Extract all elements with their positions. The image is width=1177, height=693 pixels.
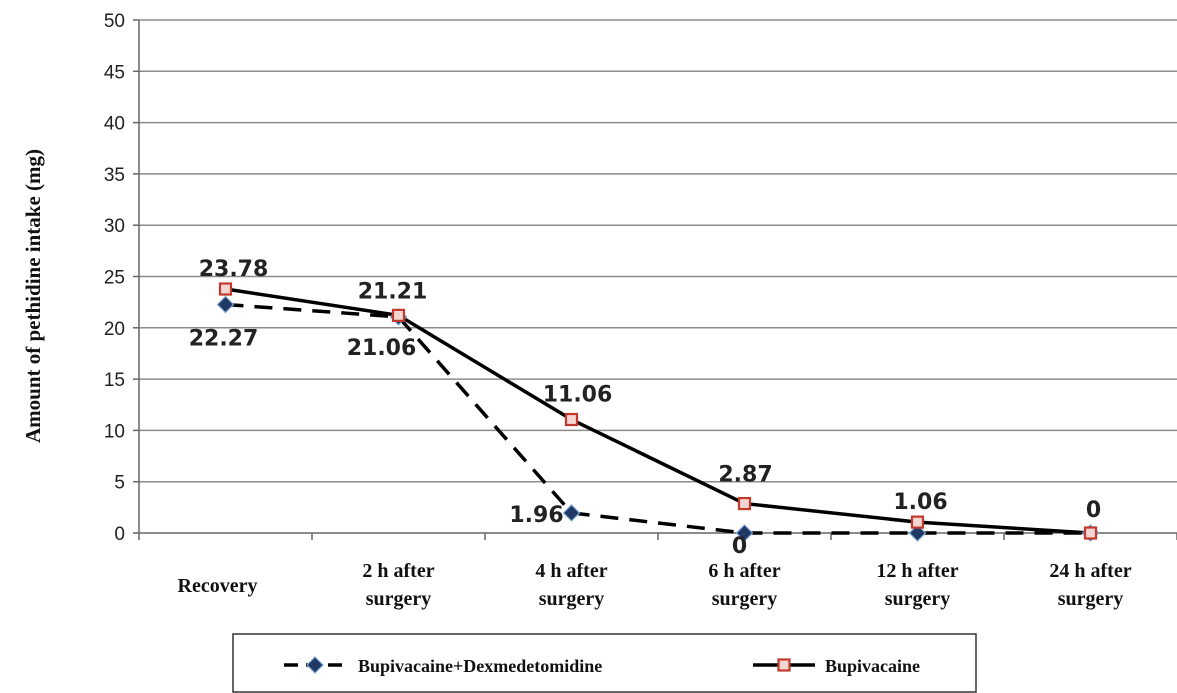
data-label: 21.21 — [358, 279, 428, 304]
legend-marker-diamond — [306, 656, 324, 674]
x-tick-label: surgery — [1058, 588, 1124, 610]
data-point-square — [1083, 526, 1098, 540]
y-tick-label: 0 — [114, 524, 125, 545]
y-tick-label: 10 — [104, 421, 125, 442]
data-label: 22.27 — [189, 327, 259, 352]
data-point-diamond — [216, 295, 235, 314]
data-label: 1.06 — [893, 490, 947, 515]
y-tick-label: 5 — [114, 473, 125, 494]
data-point-diamond — [735, 524, 754, 542]
x-tick-label: 6 h after — [708, 560, 780, 582]
legend-marker-square — [777, 658, 791, 672]
data-point-square — [218, 282, 233, 296]
series-lines — [216, 282, 1100, 542]
x-tick-label: surgery — [539, 588, 605, 610]
x-tick-label: 4 h after — [535, 560, 607, 582]
y-tick-label: 25 — [104, 268, 125, 289]
x-tick-labels: Recovery 2 h after surgery 4 h after surgery… — [178, 560, 1132, 610]
data-label: 1.96 — [509, 503, 563, 528]
x-tick-label: 2 h after — [362, 560, 434, 582]
legend-label: Bupivacaine+Dexmedetomidine — [358, 656, 602, 676]
data-point-diamond — [908, 524, 927, 542]
y-tick-label: 30 — [104, 216, 125, 237]
x-tick-label: surgery — [366, 588, 432, 610]
y-tick-label: 50 — [104, 11, 125, 32]
y-tick-labels: 0 5 10 15 20 25 30 35 40 45 50 — [104, 11, 125, 545]
axes — [133, 19, 1177, 540]
legend-label: Bupivacaine — [825, 656, 920, 676]
x-tick-label: surgery — [885, 588, 951, 610]
x-tick-label: Recovery — [178, 575, 258, 597]
y-tick-label: 40 — [104, 114, 125, 135]
data-point-square — [564, 412, 579, 427]
y-tick-label: 45 — [104, 62, 125, 83]
y-tick-label: 35 — [104, 165, 125, 186]
data-point-diamond — [562, 504, 581, 522]
data-label: 11.06 — [543, 383, 613, 408]
y-axis-label: Amount of pethidine intake (mg) — [21, 149, 45, 443]
data-label: 0 — [732, 534, 747, 559]
data-labels: 22.27 21.06 1.96 0 23.78 21.21 11.06 2.87 1.06 0 — [189, 257, 1101, 559]
data-point-square — [391, 308, 406, 322]
data-label: 0 — [1086, 498, 1101, 523]
grid-lines — [139, 19, 1177, 483]
data-point-square — [910, 515, 925, 529]
data-label: 23.78 — [199, 257, 269, 282]
y-tick-label: 15 — [104, 370, 125, 391]
data-label: 2.87 — [718, 463, 772, 488]
x-tick-label: surgery — [712, 588, 778, 610]
y-tick-label: 20 — [104, 319, 125, 340]
series-line-1 — [225, 287, 1091, 535]
legend-box — [232, 633, 977, 693]
legend: Bupivacaine+Dexmedetomidine Bupivacaine — [232, 633, 977, 693]
x-tick-label: 24 h after — [1049, 560, 1131, 582]
data-point-square — [737, 496, 752, 511]
data-label: 21.06 — [347, 336, 417, 361]
x-tick-label: 12 h after — [876, 560, 958, 582]
